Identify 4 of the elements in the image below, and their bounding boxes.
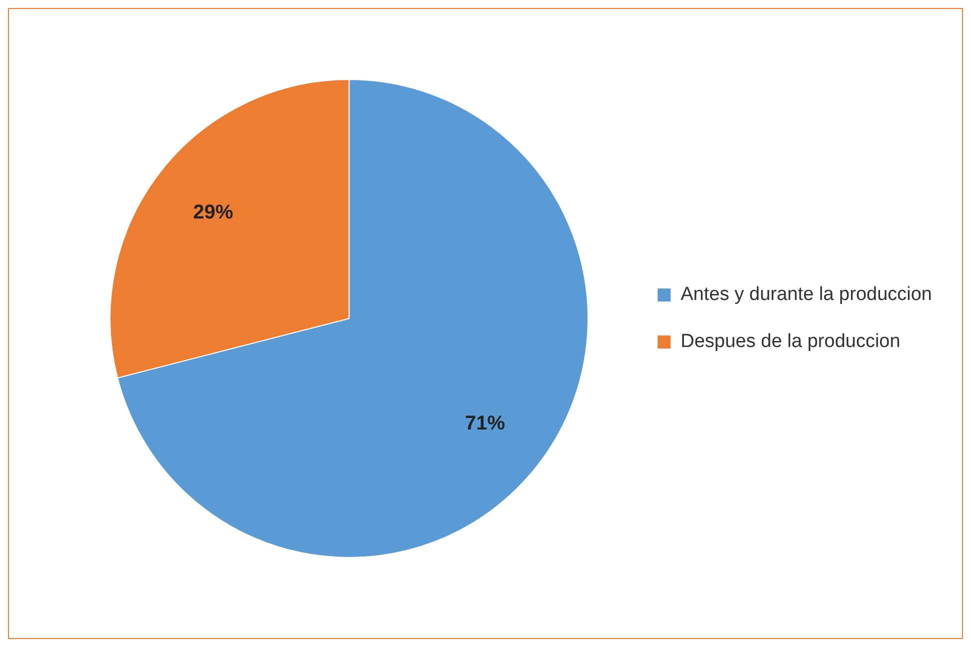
data-label: 71%	[465, 412, 506, 434]
data-label: 29%	[193, 202, 234, 224]
legend-label: Despues de la produccion	[680, 331, 900, 352]
legend-label: Antes y durante la produccion	[680, 284, 932, 306]
